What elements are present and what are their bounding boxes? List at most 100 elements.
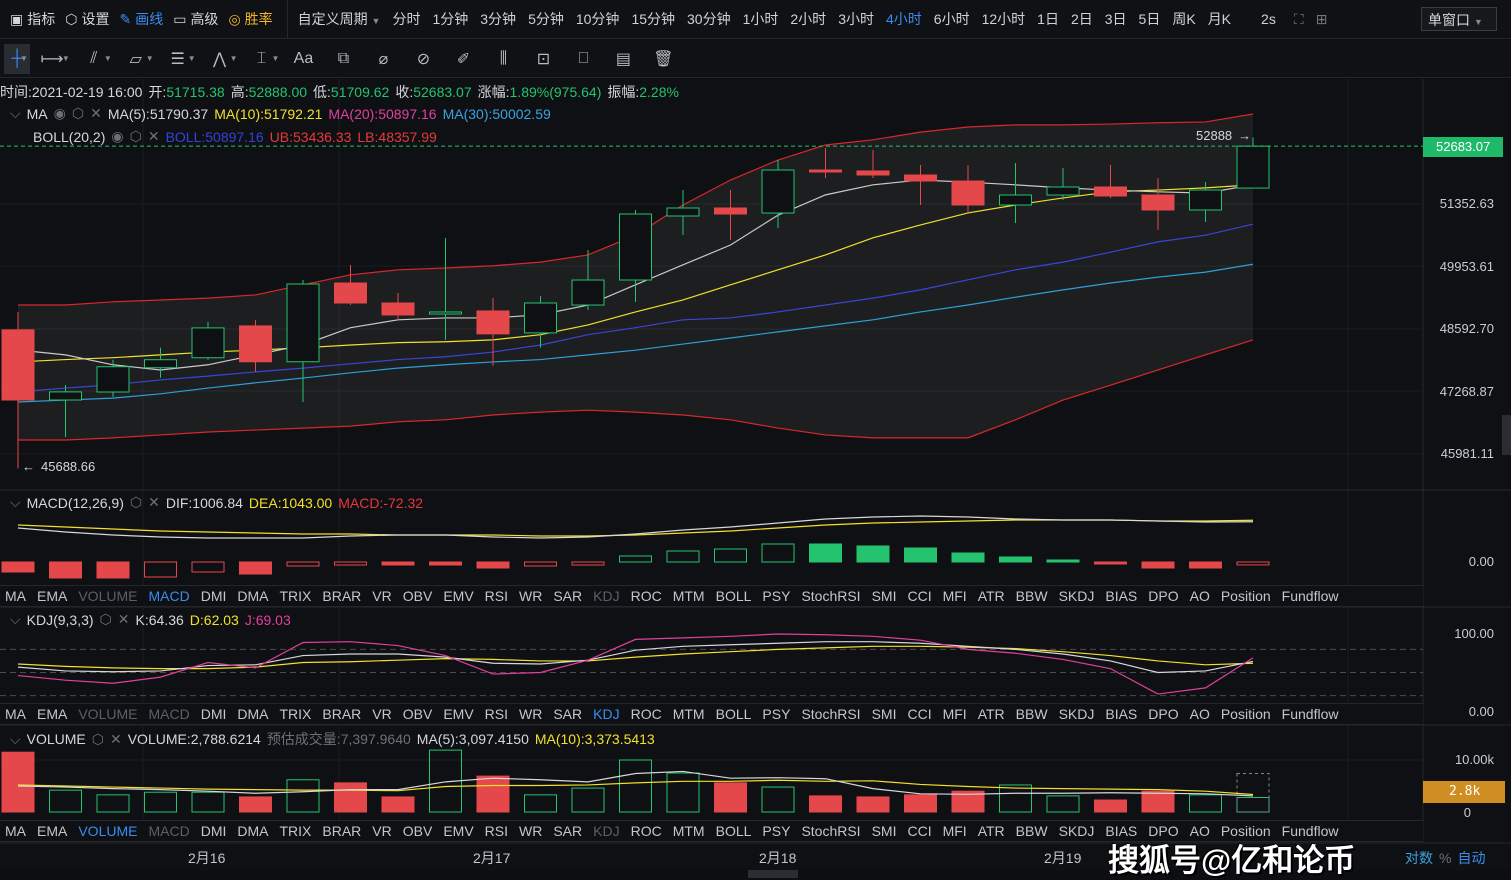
tab-kdj[interactable]: KDJ: [593, 706, 620, 722]
tab-roc[interactable]: ROC: [630, 823, 662, 839]
period-9[interactable]: 3小时: [838, 11, 874, 27]
ruler-icon[interactable]: ⊘: [416, 50, 431, 68]
period-2[interactable]: 3分钟: [480, 11, 517, 27]
tab-bbw[interactable]: BBW: [1015, 823, 1048, 839]
tab-bias[interactable]: BIAS: [1105, 823, 1138, 839]
tab-mfi[interactable]: MFI: [942, 706, 967, 722]
tab-mtm[interactable]: MTM: [672, 588, 705, 604]
close-icon[interactable]: ✕: [148, 494, 160, 510]
tab-macd[interactable]: MACD: [148, 706, 190, 722]
tab-ema[interactable]: EMA: [37, 823, 68, 839]
collapse-icon[interactable]: ⌵: [10, 611, 21, 627]
tab-cci[interactable]: CCI: [907, 706, 932, 722]
period-13[interactable]: 1日: [1037, 11, 1059, 27]
tab-boll[interactable]: BOLL: [715, 706, 752, 722]
tab-brar[interactable]: BRAR: [322, 588, 362, 604]
eye-icon[interactable]: ◉: [111, 128, 124, 144]
tab-obv[interactable]: OBV: [402, 706, 433, 722]
tab-boll[interactable]: BOLL: [715, 823, 752, 839]
eraser-icon[interactable]: ⌀: [378, 50, 389, 68]
tab-skdj[interactable]: SKDJ: [1058, 823, 1095, 839]
tab-cci[interactable]: CCI: [907, 823, 932, 839]
period-14[interactable]: 2日: [1070, 11, 1093, 27]
tab-ma[interactable]: MA: [5, 706, 26, 722]
wave-icon[interactable]: ⋀: [213, 50, 227, 68]
percent-scale-toggle[interactable]: %: [1439, 850, 1452, 866]
tab-bias[interactable]: BIAS: [1105, 588, 1138, 604]
tab-skdj[interactable]: SKDJ: [1058, 588, 1095, 604]
magnet-icon[interactable]: ⧉: [337, 49, 350, 67]
tab-emv[interactable]: EMV: [443, 823, 474, 839]
period-1[interactable]: 1分钟: [432, 11, 469, 27]
indicator-button[interactable]: ▣ 指标: [10, 10, 56, 28]
tab-trix[interactable]: TRIX: [279, 706, 312, 722]
tab-volume[interactable]: VOLUME: [78, 706, 138, 722]
tab-obv[interactable]: OBV: [402, 588, 433, 604]
tab-stochrsi[interactable]: StochRSI: [801, 588, 861, 604]
tab-wr[interactable]: WR: [519, 588, 543, 604]
period-12[interactable]: 12小时: [981, 11, 1026, 27]
tab-psy[interactable]: PSY: [762, 823, 791, 839]
settings-icon[interactable]: ⬡: [129, 128, 142, 144]
tab-rsi[interactable]: RSI: [484, 823, 509, 839]
caret-down-icon[interactable]: ▼: [145, 54, 154, 63]
draw-button[interactable]: ✎ 画线: [119, 10, 164, 28]
close-icon[interactable]: ✕: [109, 730, 122, 747]
eye-icon[interactable]: ◉: [53, 105, 66, 121]
tab-emv[interactable]: EMV: [443, 706, 474, 722]
tab-ma[interactable]: MA: [5, 823, 26, 839]
tab-sar[interactable]: SAR: [553, 823, 583, 839]
tab-position[interactable]: Position: [1220, 823, 1271, 839]
tab-dpo[interactable]: DPO: [1148, 706, 1179, 722]
tab-mfi[interactable]: MFI: [942, 823, 967, 839]
caret-down-icon[interactable]: ▼: [103, 54, 112, 63]
tab-psy[interactable]: PSY: [762, 706, 791, 722]
tab-trix[interactable]: TRIX: [279, 823, 312, 839]
window-mode-select[interactable]: 单窗口 ▼: [1421, 7, 1497, 31]
tab-ao[interactable]: AO: [1189, 588, 1210, 604]
tab-ao[interactable]: AO: [1189, 823, 1210, 839]
fullscreen-icon[interactable]: ⛶: [1293, 10, 1304, 27]
tab-ema[interactable]: EMA: [37, 706, 68, 722]
crosshair-icon[interactable]: ┼: [4, 43, 30, 74]
close-icon[interactable]: ✕: [90, 105, 102, 121]
advanced-button[interactable]: ▭ 高级: [173, 10, 219, 28]
bookmark-icon[interactable]: ⎕: [578, 49, 589, 67]
period-7[interactable]: 1小时: [742, 11, 779, 27]
tab-atr[interactable]: ATR: [977, 706, 1005, 722]
collapse-icon[interactable]: ⌵: [10, 494, 21, 510]
add-window-icon[interactable]: ⊞: [1315, 10, 1328, 27]
settings-button[interactable]: ⬡ 设置: [65, 10, 110, 28]
settings-icon[interactable]: ⬡: [129, 494, 143, 510]
tab-dma[interactable]: DMA: [237, 588, 269, 604]
horizontal-scrollbar[interactable]: [748, 870, 798, 878]
tab-mtm[interactable]: MTM: [672, 706, 705, 722]
measure-icon[interactable]: ⌶: [256, 49, 267, 67]
tab-smi[interactable]: SMI: [871, 706, 897, 722]
period-15[interactable]: 3日: [1104, 11, 1127, 27]
tab-kdj[interactable]: KDJ: [593, 588, 620, 604]
caret-down-icon[interactable]: ▼: [187, 54, 196, 63]
tab-trix[interactable]: TRIX: [279, 588, 312, 604]
tab-bbw[interactable]: BBW: [1015, 588, 1048, 604]
text-tool[interactable]: Aa: [293, 49, 314, 67]
tab-dmi[interactable]: DMI: [200, 706, 227, 722]
note-icon[interactable]: ▤: [615, 50, 632, 68]
tab-emv[interactable]: EMV: [443, 588, 474, 604]
tab-volume[interactable]: VOLUME: [78, 588, 138, 604]
parallelogram-icon[interactable]: ▱: [129, 50, 142, 68]
tab-wr[interactable]: WR: [519, 706, 543, 722]
tab-sar[interactable]: SAR: [553, 588, 583, 604]
tab-dmi[interactable]: DMI: [200, 588, 227, 604]
trend-line-icon[interactable]: ⫽: [90, 49, 98, 67]
tab-psy[interactable]: PSY: [762, 588, 791, 604]
collapse-icon[interactable]: ⌵: [10, 105, 21, 121]
tab-dmi[interactable]: DMI: [200, 823, 227, 839]
auto-scale-toggle[interactable]: 自动: [1457, 850, 1486, 866]
tab-ma[interactable]: MA: [5, 588, 26, 604]
tab-vr[interactable]: VR: [372, 588, 392, 604]
tab-atr[interactable]: ATR: [977, 823, 1005, 839]
tab-dma[interactable]: DMA: [237, 706, 269, 722]
tab-smi[interactable]: SMI: [871, 588, 897, 604]
